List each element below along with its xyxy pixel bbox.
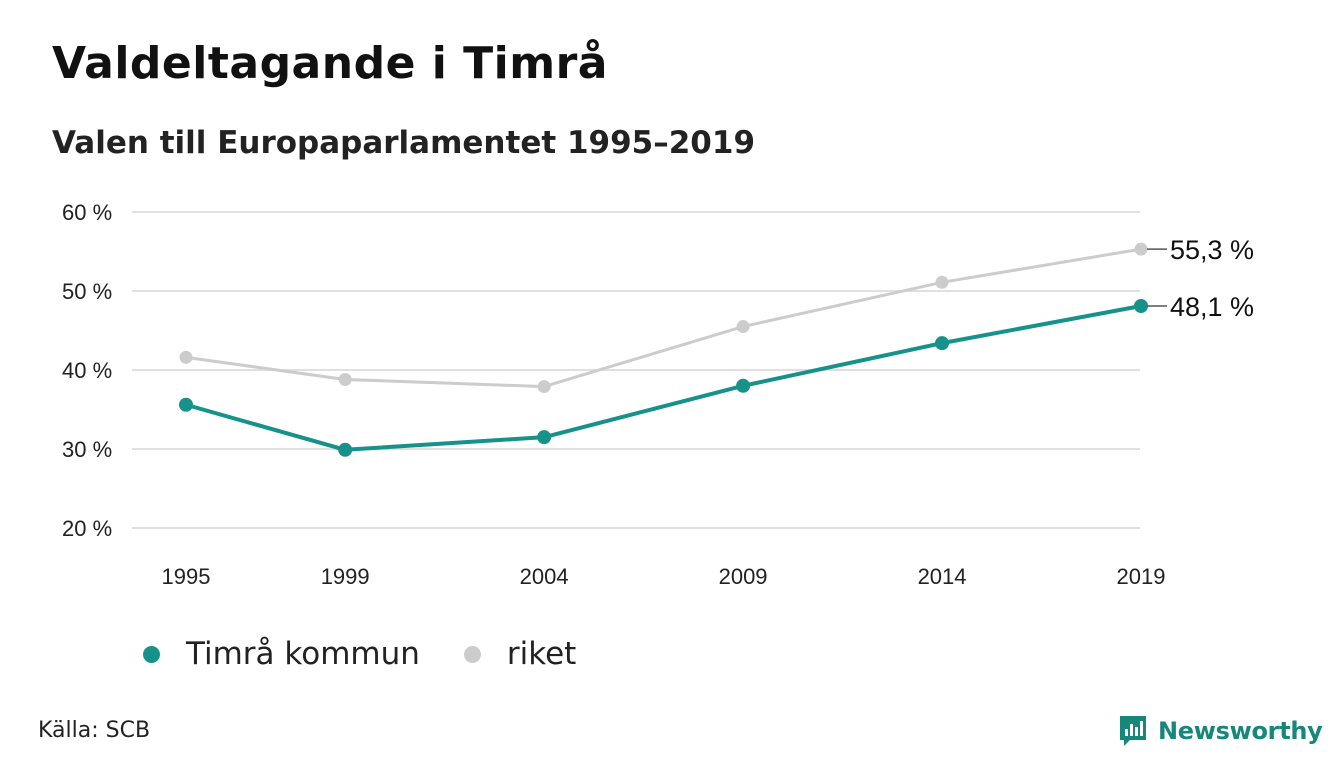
legend-item-timra: Timrå kommun bbox=[143, 636, 420, 672]
legend-item-riket: riket bbox=[463, 636, 577, 672]
data-point-riket bbox=[338, 372, 352, 386]
x-tick-label: 1999 bbox=[321, 564, 370, 589]
end-label-timra: 48,1 % bbox=[1170, 292, 1254, 322]
data-point-timra bbox=[935, 336, 950, 351]
legend-marker-riket bbox=[463, 645, 481, 663]
legend-label-riket: riket bbox=[506, 636, 577, 672]
y-tick-label: 40 % bbox=[62, 358, 112, 383]
x-tick-label: 1995 bbox=[162, 564, 211, 589]
data-point-riket bbox=[179, 350, 193, 364]
brand-name: Newsworthy bbox=[1158, 717, 1323, 745]
data-point-timra bbox=[537, 430, 552, 445]
chart-legend: Timrå kommun riket bbox=[143, 636, 620, 672]
data-point-riket bbox=[935, 275, 949, 289]
chart-subtitle: Valen till Europaparlamentet 1995–2019 bbox=[52, 125, 756, 161]
y-tick-label: 20 % bbox=[62, 516, 112, 541]
end-label-riket: 55,3 % bbox=[1170, 235, 1254, 265]
series-line-timra bbox=[185, 304, 1142, 452]
newsworthy-logo-icon bbox=[1120, 716, 1146, 746]
legend-marker-timra bbox=[143, 645, 160, 663]
data-point-timra bbox=[179, 397, 193, 412]
x-tick-label: 2014 bbox=[918, 564, 967, 589]
data-point-riket bbox=[537, 380, 551, 394]
x-tick-label: 2004 bbox=[520, 564, 569, 589]
chart-title: Valdeltagande i Timrå bbox=[52, 38, 608, 89]
data-point-riket bbox=[1134, 242, 1148, 256]
legend-label-timra: Timrå kommun bbox=[186, 636, 420, 672]
y-tick-label: 50 % bbox=[62, 279, 112, 304]
data-point-timra bbox=[338, 442, 353, 457]
data-point-timra bbox=[1134, 299, 1148, 314]
data-point-timra bbox=[736, 378, 751, 393]
x-tick-label: 2019 bbox=[1117, 564, 1166, 589]
brand-logo: Newsworthy bbox=[1118, 714, 1323, 748]
source-note: Källa: SCB bbox=[38, 718, 151, 743]
y-tick-label: 30 % bbox=[62, 437, 112, 462]
data-point-riket bbox=[736, 320, 750, 334]
y-tick-label: 60 % bbox=[62, 200, 112, 225]
x-tick-label: 2009 bbox=[719, 564, 768, 589]
series-line-riket bbox=[185, 247, 1142, 389]
